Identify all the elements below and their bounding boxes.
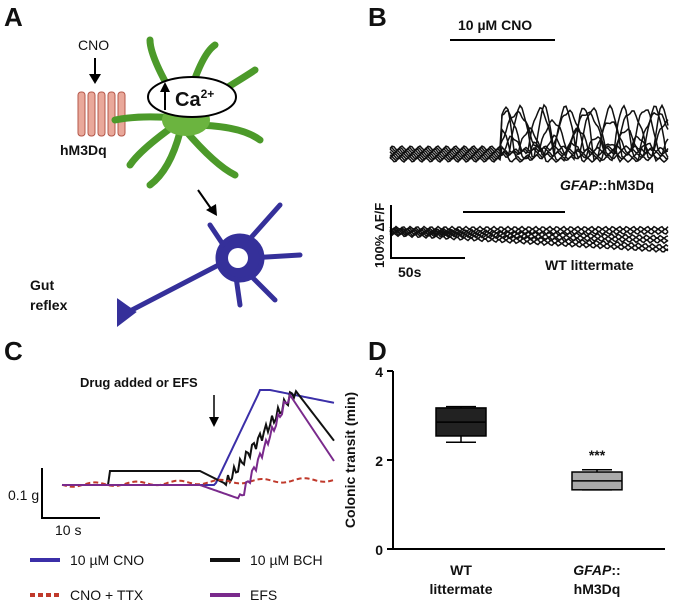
trace bbox=[389, 118, 669, 155]
trace bbox=[389, 230, 669, 236]
trace bbox=[389, 141, 669, 163]
arrowhead bbox=[209, 417, 219, 427]
legend-label: EFS bbox=[250, 587, 277, 603]
scale-label: 100% ΔF/F bbox=[372, 203, 387, 268]
trace bbox=[389, 232, 669, 253]
calcium-bubble bbox=[147, 76, 237, 118]
panel-letter: B bbox=[368, 2, 387, 32]
trace bbox=[62, 389, 335, 487]
y-tick-label: 2 bbox=[375, 453, 383, 469]
traces bbox=[61, 389, 335, 500]
output-label: reflex bbox=[30, 297, 68, 313]
drug-label: CNO bbox=[78, 37, 109, 53]
x-tick-label: littermate bbox=[429, 581, 492, 597]
y-tick-label: 4 bbox=[375, 364, 383, 380]
trace bbox=[389, 225, 669, 231]
scale-label: 0.1 g bbox=[8, 487, 39, 503]
scale-label: 10 s bbox=[55, 522, 81, 538]
panel-letter: A bbox=[4, 2, 23, 32]
label-part: GFAP bbox=[573, 562, 612, 578]
scale-bar bbox=[390, 205, 465, 259]
legend-label: 10 µM BCH bbox=[250, 552, 323, 568]
scale-label: 50s bbox=[398, 264, 422, 280]
significance: *** bbox=[589, 447, 606, 463]
arrowhead bbox=[160, 82, 170, 92]
x-tick-label: hM3Dq bbox=[574, 581, 621, 597]
neuron bbox=[117, 202, 303, 328]
trace bbox=[389, 109, 669, 153]
legend-label: CNO + TTX bbox=[70, 587, 144, 603]
arrowhead bbox=[89, 74, 101, 84]
top-traces bbox=[389, 103, 669, 163]
y-axis-label: Colonic transit (min) bbox=[342, 392, 358, 528]
trace-label: GFAP::hM3Dq bbox=[560, 177, 654, 193]
output-label: Gut bbox=[30, 277, 54, 293]
calcium-label: Ca2+ bbox=[175, 87, 214, 111]
legend-label: 10 µM CNO bbox=[70, 552, 144, 568]
arrow bbox=[197, 189, 213, 211]
panel-letter: C bbox=[4, 336, 23, 366]
trace bbox=[389, 103, 669, 163]
receptor bbox=[77, 91, 126, 137]
y-tick-label: 0 bbox=[375, 542, 383, 558]
box-chart: 0 2 4 Colonic transit (min) WT littermate GFAP… bbox=[342, 364, 665, 597]
arrowhead bbox=[206, 204, 217, 216]
legend: 10 µM CNO 10 µM BCH CNO + TTX EFS bbox=[30, 552, 323, 603]
trace bbox=[62, 392, 335, 500]
annotation: Drug added or EFS bbox=[80, 375, 198, 390]
drug-bar-label: 10 µM CNO bbox=[458, 17, 532, 33]
x-tick-label: GFAP:: bbox=[573, 562, 620, 578]
neuron-nucleus bbox=[228, 248, 248, 268]
trace-label: WT littermate bbox=[545, 257, 634, 273]
receptor-label: hM3Dq bbox=[60, 142, 107, 158]
scale-bar bbox=[41, 468, 100, 519]
bottom-traces bbox=[389, 225, 669, 253]
label-part: :: bbox=[611, 562, 620, 578]
x-tick-label: WT bbox=[450, 562, 472, 578]
panel-letter: D bbox=[368, 336, 387, 366]
trace bbox=[389, 231, 669, 245]
